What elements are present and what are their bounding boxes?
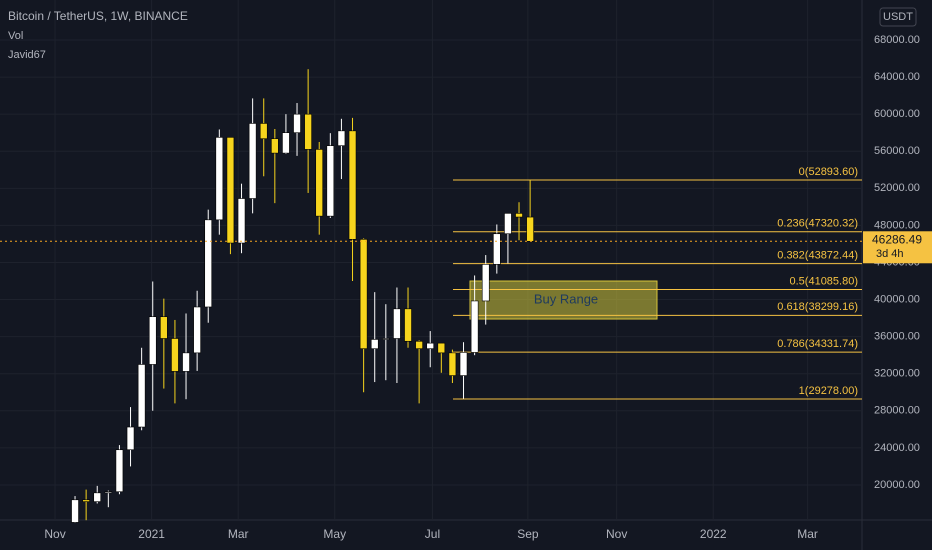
- candle-body: [426, 342, 435, 349]
- candle-body: [415, 340, 423, 349]
- candle-body: [93, 492, 102, 502]
- y-tick-label: 52000.00: [874, 182, 920, 194]
- price-tag-label: 46286.49: [872, 232, 922, 246]
- y-tick-label: 60000.00: [874, 108, 920, 120]
- x-tick-label: Jul: [425, 527, 440, 541]
- x-tick-label: Mar: [797, 527, 818, 541]
- candle-body: [348, 130, 357, 240]
- candle-body: [370, 339, 379, 349]
- y-tick-label: 68000.00: [874, 34, 920, 46]
- indicator-label: Vol: [8, 30, 23, 42]
- candle-body: [204, 219, 213, 308]
- x-tick-label: 2021: [138, 527, 165, 541]
- candle-body: [148, 316, 157, 365]
- x-tick-label: Mar: [228, 527, 249, 541]
- x-tick-label: Sep: [517, 527, 539, 541]
- candle-body: [293, 113, 301, 133]
- candle-body: [437, 342, 446, 354]
- x-tick-label: Nov: [606, 527, 627, 541]
- buy-range-box: [469, 280, 658, 320]
- candle-body: [470, 300, 479, 353]
- author: Javid67: [8, 49, 46, 61]
- y-tick-label: 64000.00: [874, 71, 920, 83]
- candle-body: [493, 233, 501, 265]
- fib-label: 1(29278.00): [799, 385, 858, 397]
- candle-body: [182, 352, 190, 372]
- candle-body: [481, 264, 490, 302]
- candle-body: [82, 499, 90, 502]
- candle-body: [126, 426, 135, 451]
- candle-body: [315, 149, 324, 217]
- candle-body: [282, 132, 290, 154]
- candle-body: [259, 123, 268, 140]
- x-tick-label: 2022: [700, 527, 727, 541]
- candle-body: [304, 113, 312, 150]
- y-tick-label: 40000.00: [874, 293, 920, 305]
- candle-body: [326, 145, 335, 217]
- candle-body: [337, 130, 346, 146]
- currency[interactable]: USDT: [883, 11, 913, 23]
- candle-body: [382, 338, 390, 340]
- fib-label: 0(52893.60): [799, 166, 858, 178]
- candle-body: [359, 239, 368, 349]
- price-tag-box: [863, 231, 932, 264]
- candle-body: [160, 316, 168, 339]
- fib-label: 0.382(43872.44): [777, 250, 858, 262]
- candle-body: [104, 491, 113, 494]
- candle-body: [459, 352, 468, 376]
- price-tag-countdown: 3d 4h: [876, 248, 904, 260]
- currency-box[interactable]: [879, 7, 917, 27]
- candle-body: [171, 338, 179, 372]
- candle-body: [271, 138, 279, 154]
- candle-body: [115, 449, 124, 493]
- chart-title: Bitcoin / TetherUS, 1W, BINANCE: [8, 9, 188, 23]
- candle-body: [71, 499, 79, 523]
- candle-body: [404, 308, 412, 342]
- x-tick-label: Nov: [44, 527, 65, 541]
- candle-body: [137, 364, 146, 428]
- fib-label: 0.786(34331.74): [777, 338, 858, 350]
- fib-label: 0.618(38299.16): [777, 301, 858, 313]
- candle-body: [237, 198, 246, 244]
- y-tick-label: 24000.00: [874, 442, 920, 454]
- y-tick-label: 48000.00: [874, 219, 920, 231]
- x-tick-label: May: [323, 527, 346, 541]
- candle-body: [226, 137, 235, 244]
- candle-body: [526, 216, 534, 242]
- y-tick-label: 32000.00: [874, 368, 920, 380]
- candle-body: [448, 352, 457, 376]
- candle-body: [215, 137, 224, 221]
- y-tick-label: 56000.00: [874, 145, 920, 157]
- candle-body: [193, 306, 201, 354]
- buy-range-label: Buy Range: [534, 291, 598, 306]
- candle-body: [248, 123, 257, 199]
- candle-body: [393, 308, 401, 339]
- fib-label: 0.5(41085.80): [790, 275, 859, 287]
- candle-body: [515, 213, 523, 218]
- y-tick-label: 36000.00: [874, 331, 920, 343]
- fib-label: 0.236(47320.32): [777, 218, 858, 230]
- candle-body: [504, 213, 512, 235]
- y-tick-label: 28000.00: [874, 405, 920, 417]
- y-tick-label: 20000.00: [874, 479, 920, 491]
